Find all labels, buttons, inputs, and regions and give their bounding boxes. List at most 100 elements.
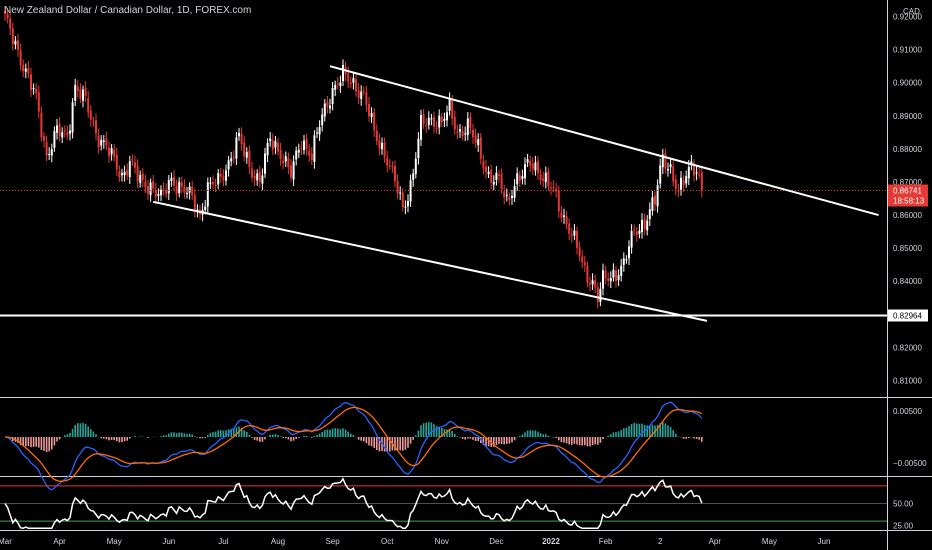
candle-body [300, 147, 303, 149]
candle-body [544, 172, 547, 183]
lower-trendline [152, 200, 708, 322]
candle-body [61, 132, 64, 138]
time-tick-label: Mar [0, 537, 12, 546]
candle-body [227, 160, 230, 170]
candle-body [56, 125, 58, 133]
candle-body [245, 152, 248, 158]
candle-body [191, 186, 194, 196]
bar-countdown-label: 18:58:13 [893, 197, 925, 206]
candle-body [594, 280, 597, 288]
candle-body [235, 137, 238, 159]
candle-body [399, 192, 402, 194]
candle-body [430, 118, 433, 120]
candle-body [219, 173, 222, 177]
candle-body [381, 142, 383, 150]
candle-body [266, 142, 269, 156]
candle-body [193, 195, 196, 212]
candle-body [43, 136, 45, 141]
candle-body [492, 181, 495, 185]
candle-body [401, 192, 404, 208]
time-tick-label: Aug [271, 537, 285, 546]
candle-body [464, 133, 467, 135]
candle-body [355, 79, 357, 92]
candle-body [414, 158, 417, 174]
candle-body [459, 129, 461, 132]
candle-body [531, 163, 534, 169]
candle-body [563, 215, 565, 217]
rsi-tick-label: 50.00 [893, 500, 914, 509]
candle-body [667, 168, 669, 171]
macd-pane [4, 401, 703, 491]
candle-body [599, 288, 602, 303]
candle-body [53, 131, 56, 148]
candle-body [368, 103, 370, 117]
candle-body [303, 140, 305, 151]
candle-body [417, 138, 420, 158]
candle-body [409, 180, 412, 202]
candle-body [126, 170, 129, 176]
candle-body [342, 64, 344, 81]
candle-body [134, 162, 136, 168]
candle-body [625, 259, 628, 261]
candle-body [110, 148, 113, 155]
candle-body [217, 173, 220, 185]
candle-body [596, 287, 599, 302]
candle-body [446, 112, 448, 121]
rsi-line [4, 477, 703, 529]
candle-body [461, 130, 464, 136]
candle-body [79, 89, 82, 99]
candle-body [30, 74, 32, 91]
candle-body [664, 152, 667, 169]
support-price-label: 0.82964 [893, 311, 922, 320]
time-tick-label: Apr [709, 537, 722, 546]
candle-body [48, 154, 51, 156]
candle-body [204, 206, 207, 210]
macd-line [4, 401, 703, 491]
candle-body [505, 194, 508, 196]
candle-body [188, 186, 191, 193]
candle-body [63, 130, 66, 132]
candle-body [105, 138, 108, 146]
candle-body [118, 171, 121, 178]
candle-body [674, 179, 677, 189]
price-tick-label: 0.86000 [893, 211, 922, 220]
candle-body [560, 212, 563, 218]
candle-body [243, 142, 246, 157]
chart-title: New Zealand Dollar / Canadian Dollar, 1D… [4, 5, 252, 16]
candle-body [45, 141, 48, 156]
price-tick-label: 0.89000 [893, 112, 922, 121]
candle-body [349, 82, 352, 84]
time-tick-label: May [107, 537, 122, 546]
candle-body [591, 280, 594, 285]
candle-body [485, 166, 487, 173]
candle-body [305, 138, 308, 149]
time-tick-label: Apr [53, 537, 66, 546]
candle-body [651, 197, 654, 211]
candle-body [479, 137, 482, 160]
candle-body [495, 172, 498, 180]
candle-body [69, 130, 71, 134]
candle-body [287, 158, 290, 168]
candle-body [394, 165, 396, 182]
candle-body [641, 219, 643, 233]
candle-body [680, 177, 682, 190]
candle-body [451, 99, 454, 119]
candle-body [167, 180, 170, 194]
candle-body [308, 150, 311, 156]
candle-body [14, 40, 17, 45]
candle-body [547, 171, 550, 187]
candle-body [295, 150, 298, 160]
candle-body [487, 171, 490, 175]
candle-body [9, 18, 12, 29]
candle-body [248, 150, 251, 168]
candle-body [206, 182, 209, 207]
candle-body [420, 114, 422, 140]
candle-body [617, 275, 620, 281]
candles [4, 6, 703, 309]
candle-body [628, 246, 630, 259]
candle-body [456, 131, 459, 134]
candle-body [526, 159, 529, 163]
candle-body [656, 185, 659, 207]
candle-body [84, 87, 87, 97]
